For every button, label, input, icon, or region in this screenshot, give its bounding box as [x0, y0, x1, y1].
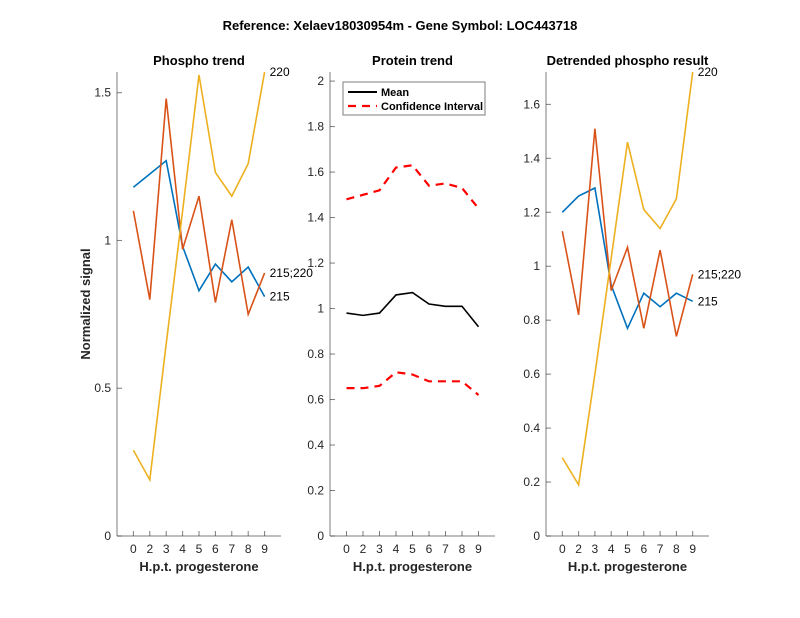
y-tick-label: 0: [533, 529, 540, 543]
x-tick-label: 6: [640, 542, 647, 556]
series-end-label: 220: [698, 65, 718, 79]
y-tick-label: 0.4: [523, 421, 540, 435]
x-tick-label: 7: [228, 542, 235, 556]
y-tick-label: 0.6: [307, 393, 324, 407]
x-tick-label: 5: [624, 542, 631, 556]
x-tick-label: 3: [163, 542, 170, 556]
x-tick-label: 9: [689, 542, 696, 556]
x-tick-label: 0: [130, 542, 137, 556]
y-tick-label: 1: [533, 259, 540, 273]
x-tick-label: 7: [657, 542, 664, 556]
x-tick-label: 4: [179, 542, 186, 556]
legend-entry-label: Confidence Interval: [381, 101, 483, 113]
series-line-215-220: [561, 128, 694, 337]
x-axis-label: H.p.t. progesterone: [353, 559, 472, 574]
series-end-label: 215: [270, 290, 290, 304]
y-tick-label: 0.8: [523, 313, 540, 327]
y-tick-label: 1.4: [307, 211, 324, 225]
panel-title: Phospho trend: [153, 53, 245, 68]
series-end-label: 215: [698, 294, 718, 308]
x-tick-label: 8: [673, 542, 680, 556]
y-tick-label: 1.4: [523, 151, 540, 165]
y-tick-label: 1: [104, 233, 111, 247]
x-tick-label: 4: [393, 542, 400, 556]
y-tick-label: 2: [317, 74, 324, 88]
panel-detrended-phospho-result: Detrended phospho result H.p.t. progeste…: [523, 53, 741, 574]
series-line-215: [561, 186, 694, 331]
y-tick-label: 0.2: [523, 475, 540, 489]
x-tick-label: 2: [575, 542, 582, 556]
x-tick-label: 6: [426, 542, 433, 556]
panel-title: Detrended phospho result: [547, 53, 709, 68]
figure-title: Reference: Xelaev18030954m - Gene Symbol…: [223, 18, 578, 33]
x-tick-label: 4: [608, 542, 615, 556]
x-tick-label: 6: [212, 542, 219, 556]
x-tick-label: 8: [245, 542, 252, 556]
y-tick-label: 0: [317, 529, 324, 543]
x-tick-label: 3: [376, 542, 383, 556]
y-tick-label: 1.6: [307, 165, 324, 179]
series-line-215-220: [132, 98, 266, 318]
x-tick-label: 2: [146, 542, 153, 556]
y-tick-label: 0.2: [307, 484, 324, 498]
y-tick-label: 0.4: [307, 438, 324, 452]
series-line-215: [132, 159, 266, 297]
x-tick-label: 2: [360, 542, 367, 556]
y-tick-label: 1.8: [307, 120, 324, 134]
legend: Mean Confidence Interval: [342, 81, 486, 116]
y-tick-label: 0.8: [307, 347, 324, 361]
series-end-label: 220: [270, 65, 290, 79]
y-tick-label: 1.2: [523, 205, 540, 219]
series-line-220: [561, 71, 694, 488]
y-tick-label: 1.6: [523, 97, 540, 111]
y-tick-label: 0: [104, 529, 111, 543]
panel-protein-trend: Protein trend H.p.t. progesterone 0 0.2 0.…: [307, 53, 495, 574]
x-axis-label: H.p.t. progesterone: [139, 559, 258, 574]
x-tick-label: 5: [409, 542, 416, 556]
x-tick-label: 3: [592, 542, 599, 556]
panel-title: Protein trend: [372, 53, 453, 68]
y-tick-label: 1.5: [94, 86, 111, 100]
y-axis-label: Normalized signal: [78, 248, 93, 359]
series-end-label: 215;220: [698, 267, 742, 281]
x-tick-label: 0: [343, 542, 350, 556]
x-tick-label: 8: [459, 542, 466, 556]
y-tick-label: 1: [317, 302, 324, 316]
x-tick-label: 7: [442, 542, 449, 556]
series-line-confidence-interval-lower: [346, 371, 480, 396]
series-end-label: 215;220: [270, 266, 314, 280]
legend-box: [342, 81, 486, 116]
y-tick-label: 1.2: [307, 256, 324, 270]
series-line-confidence-interval-upper: [346, 164, 480, 210]
x-tick-label: 0: [559, 542, 566, 556]
x-tick-label: 9: [261, 542, 268, 556]
x-tick-label: 5: [196, 542, 203, 556]
x-axis-label: H.p.t. progesterone: [568, 559, 687, 574]
x-tick-label: 9: [475, 542, 482, 556]
y-tick-label: 0.6: [523, 367, 540, 381]
legend-entry-label: Mean: [381, 87, 409, 99]
series-line-220: [132, 71, 266, 483]
series-line-mean: [346, 291, 480, 328]
y-tick-label: 0.5: [94, 381, 111, 395]
panel-phospho-trend: Phospho trend H.p.t. progesterone Normal…: [78, 53, 313, 574]
